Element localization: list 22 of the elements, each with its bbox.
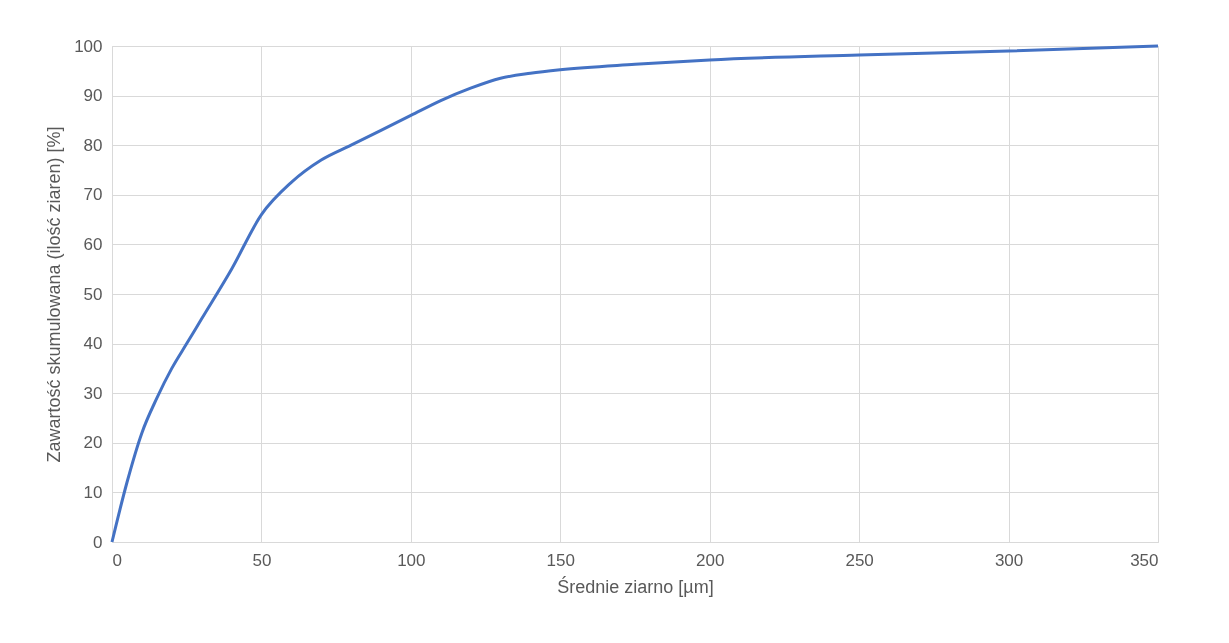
y-tick-label: 60 xyxy=(83,234,103,254)
y-tick-label: 70 xyxy=(83,185,103,205)
x-tick-label: 350 xyxy=(1130,550,1159,570)
y-tick-label: 10 xyxy=(83,482,103,502)
x-tick-label: 200 xyxy=(696,550,725,570)
y-tick-label: 30 xyxy=(83,383,103,403)
y-tick-label: 40 xyxy=(83,334,103,354)
y-tick-label: 0 xyxy=(93,532,103,552)
x-tick-label: 100 xyxy=(397,550,426,570)
y-tick-label: 80 xyxy=(83,135,103,155)
line-series xyxy=(110,44,1160,544)
x-tick-label: 150 xyxy=(546,550,575,570)
x-tick-label: 50 xyxy=(252,550,272,570)
x-tick-label: 0 xyxy=(112,550,122,570)
x-axis-title: Średnie ziarno [µm] xyxy=(557,575,714,597)
y-tick-label: 90 xyxy=(83,86,103,106)
y-tick-label: 50 xyxy=(83,284,103,304)
x-tick-label: 250 xyxy=(845,550,874,570)
y-axis-title: Zawartość skumulowana (ilość ziaren) [%] xyxy=(44,126,65,463)
y-tick-label: 20 xyxy=(83,433,103,453)
y-tick-label: 100 xyxy=(74,36,103,56)
x-tick-label: 300 xyxy=(994,550,1024,570)
